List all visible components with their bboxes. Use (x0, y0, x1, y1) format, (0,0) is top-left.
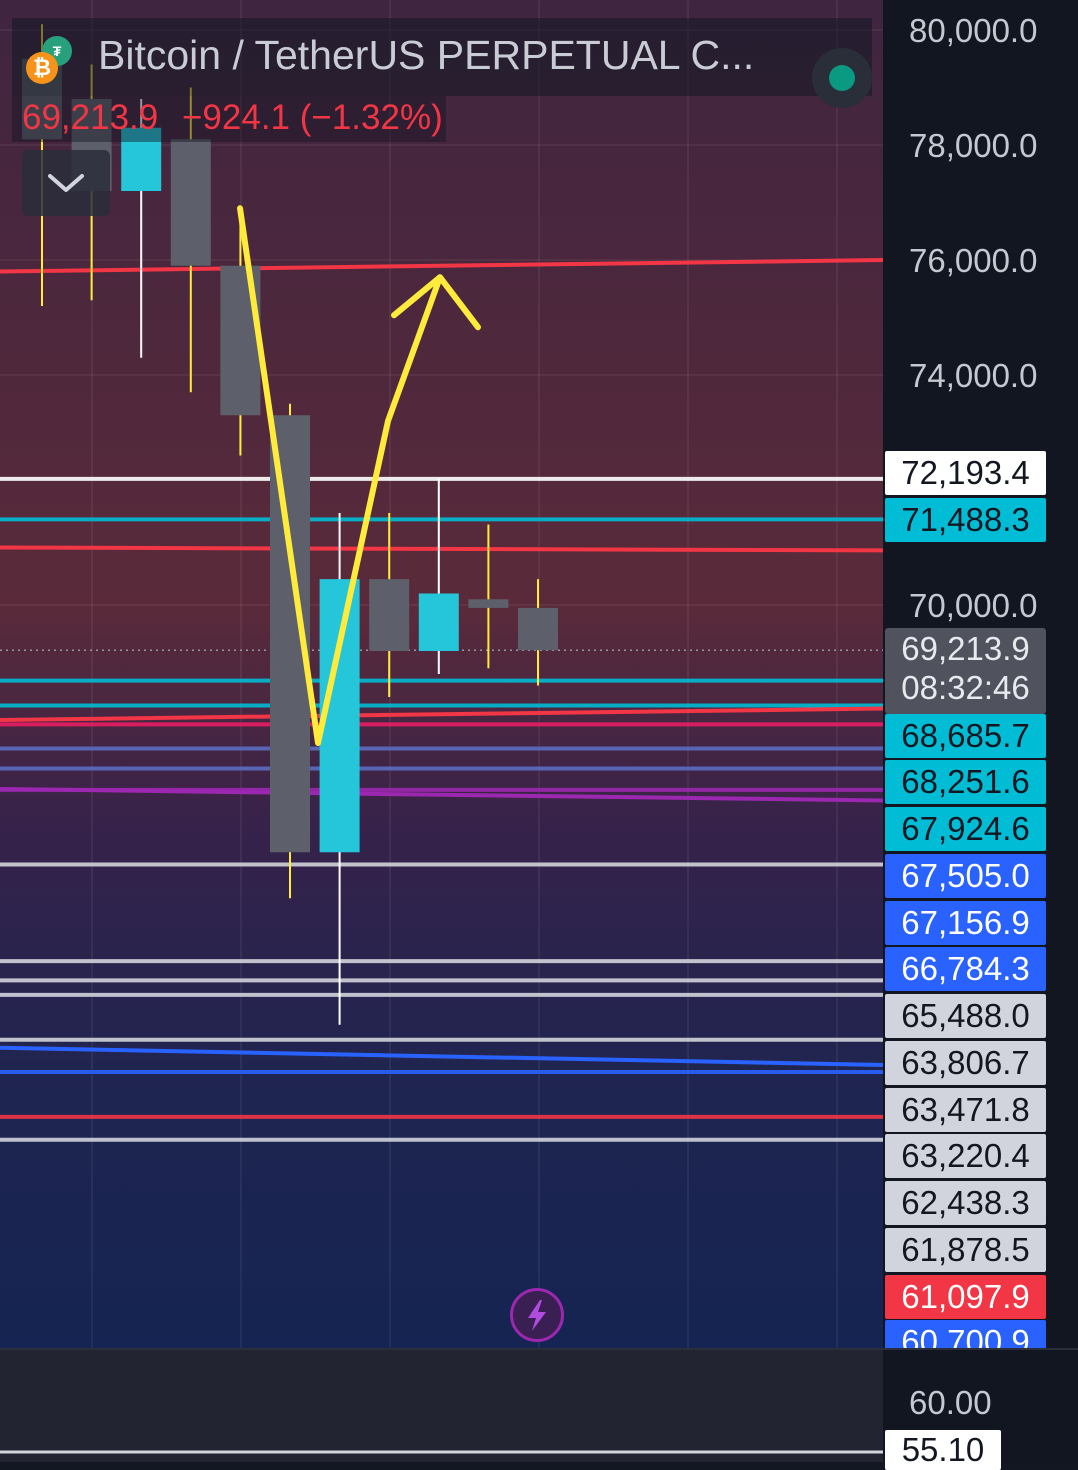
collapse-legend-button[interactable] (22, 150, 110, 216)
price-axis[interactable]: 80,000.0 78,000.0 76,000.0 74,000.0 70,0… (883, 0, 1078, 1348)
symbol-title[interactable]: Bitcoin / TetherUS PERPETUAL C... (98, 32, 755, 78)
price-level-label: 65,488.0 (885, 994, 1046, 1038)
candle-body (170, 139, 211, 266)
price-chart-canvas[interactable] (0, 0, 883, 1348)
candle-body (518, 607, 558, 651)
annotation-arrow (237, 205, 443, 746)
bitcoin-icon: ₿ (26, 52, 58, 84)
price-level-label: 67,924.6 (885, 807, 1046, 851)
current-price-label: 69,213.9 08:32:46 (885, 628, 1046, 714)
price-level-label: 63,806.7 (885, 1041, 1046, 1085)
candle-body (369, 579, 410, 651)
price-level-label: 63,220.4 (885, 1134, 1046, 1178)
trend-line (0, 1045, 883, 1067)
flash-trade-button[interactable] (510, 1288, 564, 1342)
candle-body (468, 599, 509, 608)
price-chart[interactable] (0, 0, 883, 1348)
axis-tick: 74,000.0 (909, 357, 1038, 394)
candle-body (418, 593, 459, 651)
price-level-label: 67,505.0 (885, 854, 1046, 898)
price-level-label: 66,784.3 (885, 947, 1046, 991)
indicator-pane[interactable] (0, 1348, 883, 1462)
price-level-label: 68,251.6 (885, 760, 1046, 804)
candle-body (121, 127, 162, 191)
annotation-arrowhead (391, 274, 481, 331)
trend-line (0, 787, 883, 803)
indicator-pane-canvas (0, 1450, 883, 1454)
trend-line (0, 706, 883, 722)
price-change: −924.1 (−1.32%) (181, 98, 443, 137)
axis-tick: 78,000.0 (909, 127, 1038, 164)
lightning-icon (528, 1300, 546, 1331)
price-level-label: 63,471.8 (885, 1088, 1046, 1132)
price-level-label: 72,193.4 (885, 451, 1046, 495)
axis-tick: 70,000.0 (909, 587, 1038, 624)
price-level-label: 71,488.3 (885, 498, 1046, 542)
axis-tick: 80,000.0 (909, 12, 1038, 49)
chevron-down-icon (48, 174, 84, 192)
trend-line (0, 258, 883, 274)
axis-tick: 76,000.0 (909, 242, 1038, 279)
status-dot (829, 65, 855, 91)
price-level-label: 61,878.5 (885, 1228, 1046, 1272)
price-level-label: 67,156.9 (885, 901, 1046, 945)
market-status-icon (812, 48, 872, 108)
last-price: 69,213.9 (22, 98, 159, 137)
trend-line (0, 545, 883, 553)
indicator-axis[interactable]: 60.00 55.10 (883, 1348, 1078, 1470)
symbol-legend[interactable]: Bitcoin / TetherUS PERPETUAL C... (12, 18, 872, 108)
indicator-tick: 60.00 (909, 1384, 992, 1421)
price-level-label: 68,685.7 (885, 714, 1046, 758)
current-price: 69,213.9 (901, 630, 1030, 667)
price-level-label: 60,700.9 (885, 1320, 1046, 1348)
indicator-value-label: 55.10 (885, 1430, 1001, 1470)
price-change-line: 69,213.9 −924.1 (−1.32%) (22, 98, 443, 138)
bar-countdown: 08:32:46 (901, 669, 1030, 706)
price-level-label: 62,438.3 (885, 1181, 1046, 1225)
price-level-label: 61,097.9 (885, 1275, 1046, 1319)
price-change-box (12, 96, 446, 142)
chart-background (0, 0, 883, 1348)
